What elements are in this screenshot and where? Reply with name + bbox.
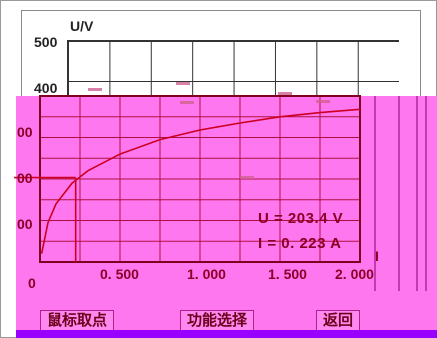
x-tick-0: 0	[28, 275, 36, 291]
status-strip	[16, 330, 437, 338]
y-tick-500: 500	[34, 34, 58, 50]
x-axis-label: I	[375, 248, 379, 264]
voltage-readout: U = 203.4 V	[258, 210, 344, 227]
overlay-panel	[16, 96, 437, 338]
plot-border	[39, 95, 361, 263]
y-tick-300: 00	[17, 124, 33, 140]
artifact-dashes	[88, 82, 330, 179]
x-tick-0.5: 0. 500	[100, 266, 139, 282]
function-select-button[interactable]: 功能选择	[180, 310, 255, 332]
render-artifact	[180, 101, 194, 104]
mouse-pick-button[interactable]: 鼠标取点	[40, 310, 115, 332]
cursor-marker	[14, 176, 77, 262]
x-tick-1.5: 1. 500	[268, 266, 307, 282]
x-tick-1.0: 1. 000	[187, 266, 226, 282]
upper-plot-grid	[67, 40, 399, 101]
render-artifact	[240, 176, 254, 179]
series-line	[40, 108, 361, 254]
render-artifact	[278, 92, 292, 95]
x-tick-2.0: 2. 000	[335, 266, 374, 282]
overlay-divider	[416, 96, 418, 291]
overlay-divider	[425, 96, 427, 291]
render-artifact	[88, 88, 102, 91]
y-tick-400: 400	[34, 80, 58, 96]
y-tick-100: 00	[17, 216, 33, 232]
overlay-divider	[398, 96, 400, 291]
current-readout: I = 0. 223 A	[258, 235, 342, 252]
render-artifact	[316, 100, 330, 103]
back-button[interactable]: 返回	[316, 310, 361, 332]
y-axis-label: U/V	[70, 18, 94, 34]
y-tick-200: 00	[17, 170, 33, 186]
render-artifact	[176, 82, 190, 85]
